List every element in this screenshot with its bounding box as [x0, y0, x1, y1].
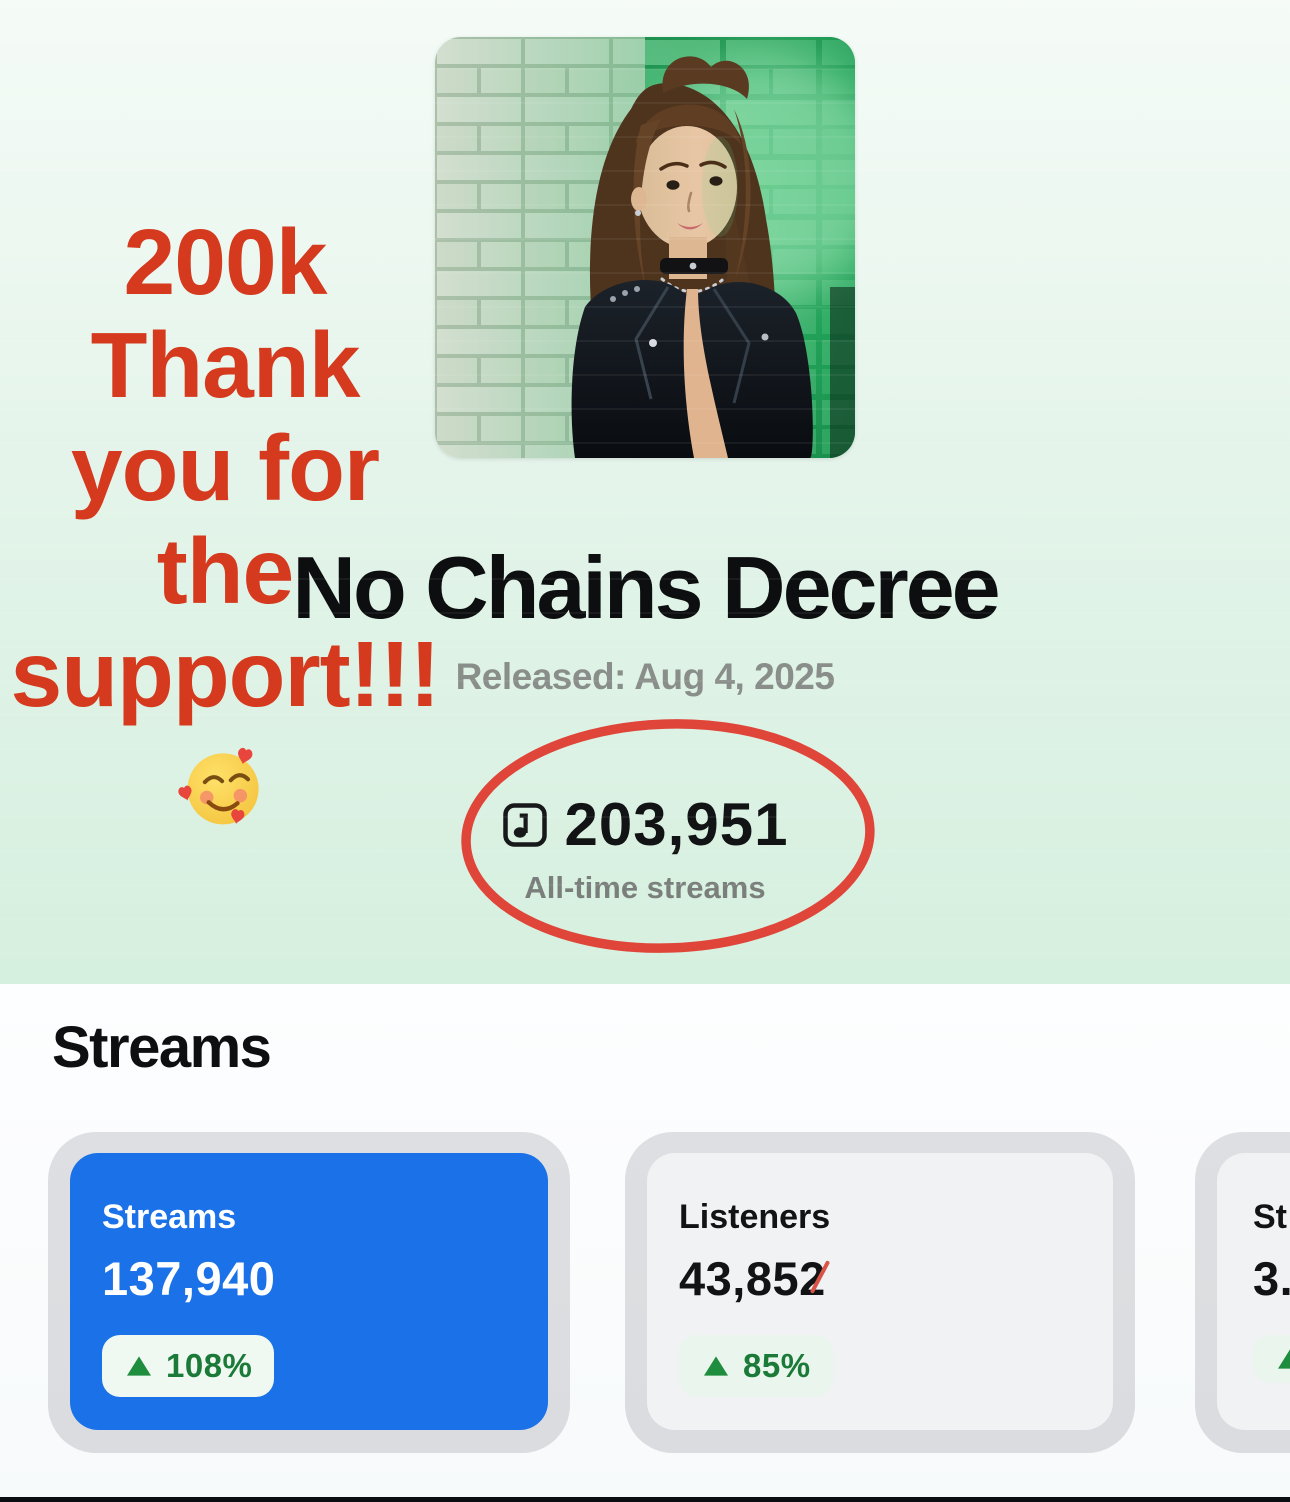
up-arrow-icon	[127, 1356, 151, 1376]
up-arrow-icon	[704, 1356, 728, 1376]
annotation-line: support!!!	[10, 622, 440, 726]
album-artwork-image	[435, 37, 855, 458]
smiling-face-with-hearts-emoji	[178, 748, 259, 825]
album-artwork	[435, 37, 855, 458]
stat-card-streams[interactable]: Streams 137,940 108%	[48, 1132, 570, 1453]
annotation-overlay: 200k Thank you for the support!!!	[0, 211, 450, 834]
card-label: St	[1253, 1198, 1287, 1236]
trend-badge: 108%	[102, 1335, 275, 1397]
music-note-icon	[502, 802, 547, 847]
stat-card-partial[interactable]: St 3.	[1195, 1132, 1290, 1453]
stat-card-listeners[interactable]: Listeners 43,852 85%	[625, 1132, 1135, 1453]
trend-percent: 85%	[743, 1347, 811, 1384]
streams-heading: Streams	[52, 1015, 272, 1080]
all-time-streams-label: All-time streams	[524, 870, 766, 905]
release-date: Released: Aug 4, 2025	[455, 656, 835, 697]
album-title: No Chains Decree	[292, 538, 1000, 637]
trend-badge: 85%	[679, 1335, 833, 1397]
trend-percent: 108%	[166, 1347, 253, 1384]
annotation-line: you for	[70, 416, 380, 520]
trend-badge	[1253, 1335, 1290, 1383]
card-value: 3.	[1253, 1252, 1290, 1305]
streams-section: Streams Streams 137,940 108% Listeners 4…	[0, 984, 1290, 1502]
annotation-line: 200k	[123, 210, 328, 314]
album-artwork-figure	[571, 56, 813, 458]
hero-section: 200k Thank you for the support!!!	[0, 0, 1290, 984]
bottom-divider-bar	[0, 1497, 1290, 1502]
annotation-line: Thank	[90, 313, 361, 417]
card-value: 43,852	[679, 1252, 826, 1305]
card-label: Listeners	[679, 1198, 831, 1236]
card-label: Streams	[102, 1198, 237, 1236]
up-arrow-icon	[1278, 1349, 1290, 1369]
all-time-streams-value: 203,951	[564, 791, 789, 858]
card-value: 137,940	[102, 1252, 276, 1305]
annotation-line: the	[156, 519, 295, 623]
